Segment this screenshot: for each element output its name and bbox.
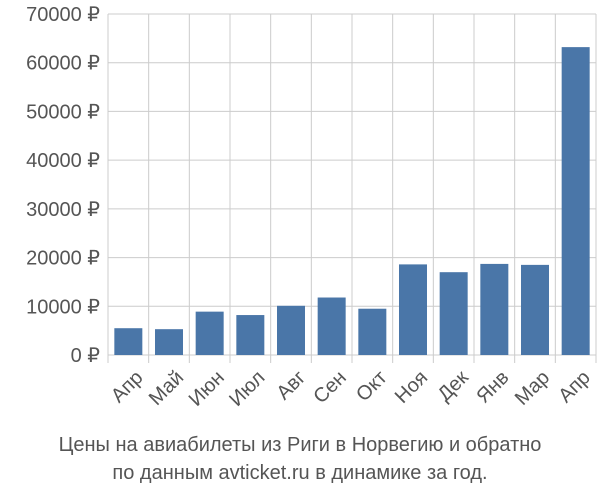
x-tick-label: Сен (309, 367, 350, 408)
x-tick-label: Мар (511, 367, 554, 410)
bar-2 (155, 329, 183, 355)
bar-10 (480, 263, 509, 355)
x-tick-label: Июл (225, 367, 269, 411)
x-tick-label: Июн (185, 367, 229, 411)
y-axis-tick-labels: 0 ₽ 10000 ₽ 20000 ₽ 30000 ₽ 40000 ₽ 50000 ₽ 60… (26, 4, 100, 367)
grid-lines (107, 13, 597, 363)
bars (114, 47, 590, 356)
bar-3 (195, 311, 224, 355)
x-tick-label: Май (145, 367, 188, 410)
bar-6 (317, 297, 346, 355)
x-tick-label: Дек (434, 366, 473, 405)
x-tick-label: Окт (352, 367, 391, 406)
y-tick-label: 60000 ₽ (26, 53, 100, 75)
bar-7 (358, 308, 387, 355)
bar-8 (399, 264, 427, 355)
x-tick-label: Авг (272, 367, 310, 405)
x-tick-label: Ноя (391, 367, 432, 408)
y-tick-label: 30000 ₽ (26, 199, 100, 221)
bar-1 (114, 328, 143, 355)
bar-4 (236, 315, 265, 355)
bar-11 (521, 264, 549, 355)
y-tick-label: 0 ₽ (71, 345, 101, 367)
bar-12 (561, 47, 590, 356)
bar-5 (277, 305, 305, 355)
x-tick-label: Апр (554, 367, 595, 408)
x-tick-label: Янв (472, 367, 513, 408)
bar-9 (439, 272, 468, 355)
chart-caption-line-1: Цены на авиабилеты из Риги в Норвегию и … (58, 434, 542, 456)
y-tick-label: 20000 ₽ (26, 248, 100, 270)
y-tick-label: 10000 ₽ (26, 296, 100, 318)
y-tick-label: 50000 ₽ (26, 101, 100, 123)
y-tick-label: 40000 ₽ (26, 150, 100, 172)
y-tick-label: 70000 ₽ (26, 4, 100, 26)
chart-caption-line-2: по данным avticket.ru в динамике за год. (112, 462, 488, 484)
x-tick-label: Апр (107, 367, 148, 408)
